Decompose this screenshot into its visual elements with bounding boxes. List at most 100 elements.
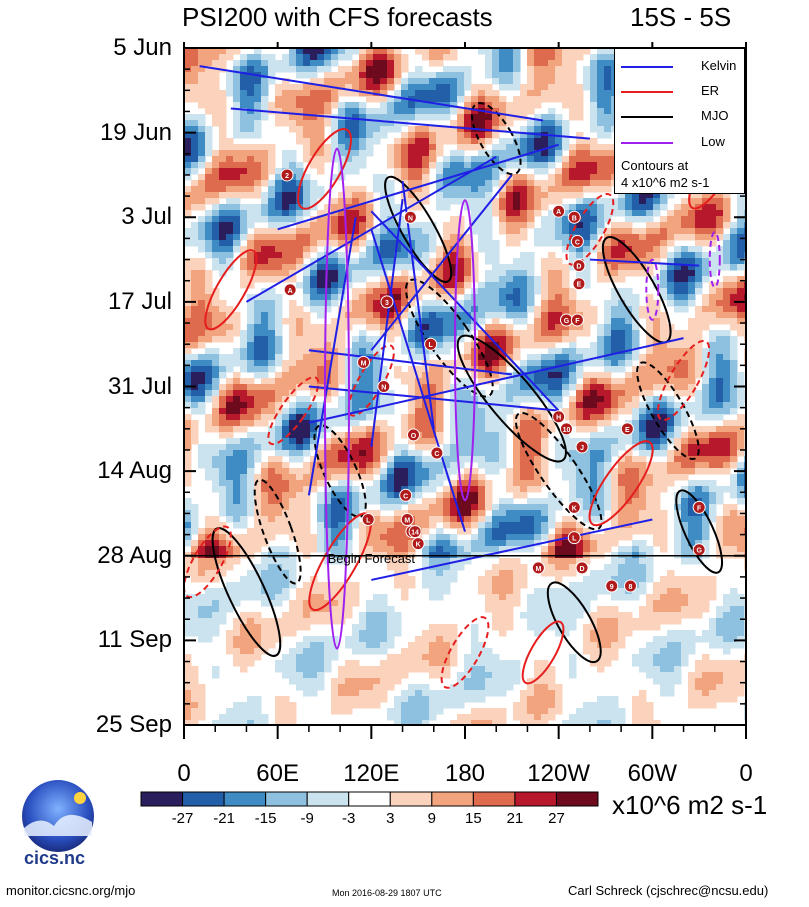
field-cell — [485, 372, 493, 379]
field-cell — [436, 426, 444, 433]
field-cell — [212, 456, 220, 463]
field-cell — [478, 438, 486, 445]
field-cell — [380, 54, 388, 61]
field-cell — [233, 402, 241, 409]
field-cell — [289, 318, 297, 325]
field-cell — [660, 408, 668, 415]
field-cell — [268, 288, 276, 295]
field-cell — [233, 360, 241, 367]
field-cell — [499, 264, 507, 271]
field-cell — [240, 108, 248, 115]
field-cell — [289, 468, 297, 475]
field-cell — [520, 408, 528, 415]
field-cell — [625, 432, 633, 439]
field-cell — [611, 432, 619, 439]
field-cell — [569, 54, 577, 61]
field-cell — [590, 414, 598, 421]
field-cell — [268, 156, 276, 163]
field-cell — [562, 288, 570, 295]
field-cell — [499, 210, 507, 217]
field-cell — [324, 330, 332, 337]
field-cell — [562, 378, 570, 385]
field-cell — [653, 234, 661, 241]
field-cell — [415, 72, 423, 79]
field-cell — [548, 90, 556, 97]
field-cell — [296, 114, 304, 121]
field-cell — [548, 78, 556, 85]
field-cell — [653, 366, 661, 373]
field-cell — [632, 198, 640, 205]
field-cell — [380, 270, 388, 277]
field-cell — [338, 210, 346, 217]
field-cell — [422, 300, 430, 307]
field-cell — [597, 348, 605, 355]
field-cell — [464, 192, 472, 199]
field-cell — [240, 384, 248, 391]
field-cell — [506, 234, 514, 241]
field-cell — [436, 438, 444, 445]
field-cell — [709, 450, 717, 457]
field-cell — [254, 150, 262, 157]
field-cell — [506, 150, 514, 157]
field-cell — [394, 168, 402, 175]
field-cell — [233, 120, 241, 127]
field-cell — [604, 300, 612, 307]
field-cell — [625, 438, 633, 445]
field-cell — [324, 408, 332, 415]
field-cell — [282, 216, 290, 223]
field-cell — [513, 480, 521, 487]
field-cell — [429, 378, 437, 385]
field-cell — [625, 474, 633, 481]
field-cell — [212, 180, 220, 187]
field-cell — [401, 138, 409, 145]
field-cell — [478, 444, 486, 451]
field-cell — [289, 450, 297, 457]
field-cell — [359, 234, 367, 241]
field-cell — [737, 402, 745, 409]
field-cell — [310, 126, 318, 133]
field-cell — [282, 78, 290, 85]
field-cell — [464, 390, 472, 397]
field-cell — [450, 432, 458, 439]
field-cell — [492, 420, 500, 427]
field-cell — [590, 360, 598, 367]
field-cell — [436, 360, 444, 367]
field-cell — [380, 210, 388, 217]
field-cell — [219, 318, 227, 325]
field-cell — [436, 408, 444, 415]
field-cell — [254, 450, 262, 457]
field-cell — [443, 270, 451, 277]
field-cell — [310, 282, 318, 289]
field-cell — [471, 252, 479, 259]
field-cell — [660, 282, 668, 289]
field-cell — [520, 486, 528, 493]
field-cell — [478, 102, 486, 109]
field-cell — [569, 456, 577, 463]
field-cell — [317, 102, 325, 109]
field-cell — [583, 66, 591, 73]
field-cell — [499, 102, 507, 109]
field-cell — [492, 168, 500, 175]
field-cell — [254, 264, 262, 271]
field-cell — [695, 396, 703, 403]
field-cell — [450, 264, 458, 271]
field-cell — [317, 408, 325, 415]
field-cell — [415, 174, 423, 181]
field-cell — [639, 270, 647, 277]
field-cell — [723, 486, 731, 493]
field-cell — [639, 444, 647, 451]
field-cell — [653, 276, 661, 283]
field-cell — [401, 78, 409, 85]
field-cell — [513, 96, 521, 103]
field-cell — [506, 102, 514, 109]
field-cell — [562, 60, 570, 67]
field-cell — [688, 354, 696, 361]
field-cell — [527, 396, 535, 403]
field-cell — [506, 378, 514, 385]
field-cell — [583, 372, 591, 379]
field-cell — [226, 252, 234, 259]
field-cell — [548, 390, 556, 397]
field-cell — [443, 444, 451, 451]
field-cell — [618, 342, 626, 349]
field-cell — [303, 294, 311, 301]
